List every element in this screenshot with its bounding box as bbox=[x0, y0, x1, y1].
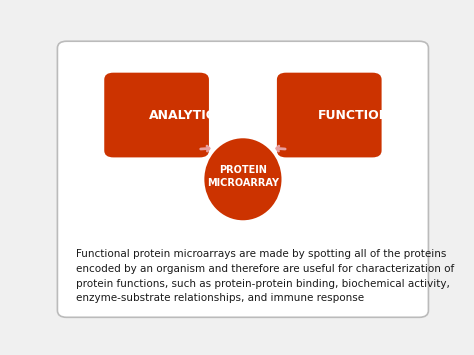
FancyBboxPatch shape bbox=[57, 41, 428, 317]
Text: ANALYTICAL: ANALYTICAL bbox=[149, 109, 234, 121]
Text: FUNCTIONAL: FUNCTIONAL bbox=[318, 109, 408, 121]
FancyBboxPatch shape bbox=[277, 73, 382, 157]
Ellipse shape bbox=[204, 138, 282, 220]
Text: Functional protein microarrays are made by spotting all of the proteins
encoded : Functional protein microarrays are made … bbox=[76, 249, 454, 304]
FancyBboxPatch shape bbox=[104, 73, 209, 157]
Text: PROTEIN
MICROARRAY: PROTEIN MICROARRAY bbox=[207, 165, 279, 188]
